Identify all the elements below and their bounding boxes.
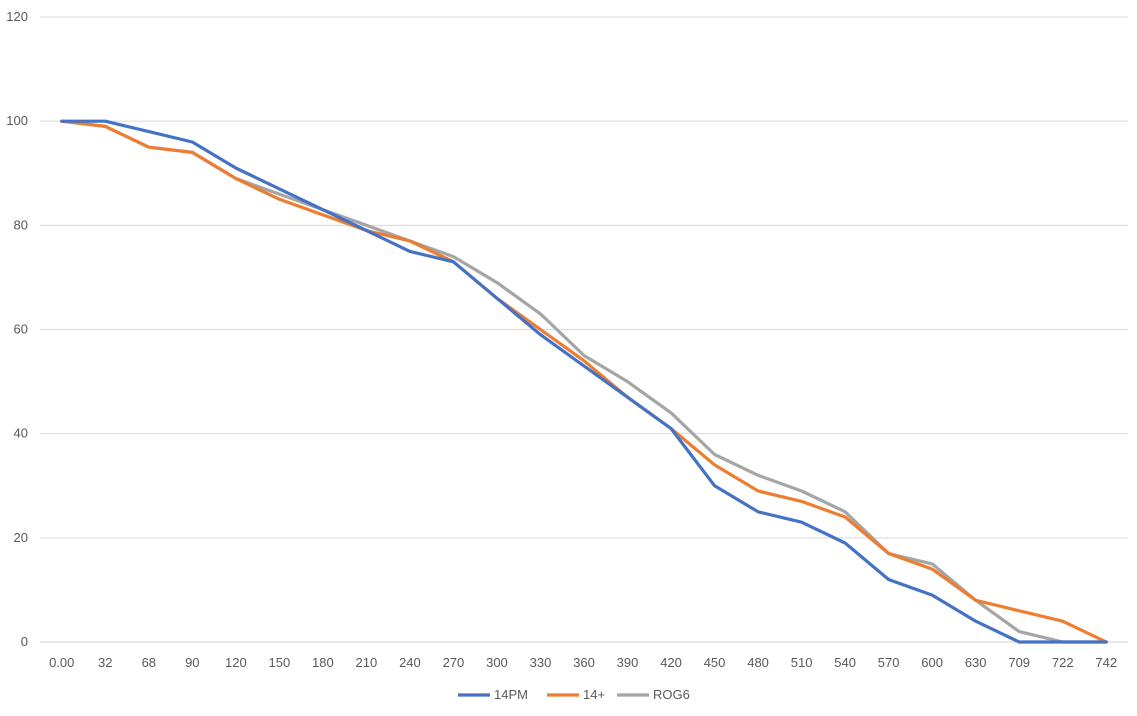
x-tick-label: 600 <box>921 655 943 670</box>
x-tick-label: 709 <box>1008 655 1030 670</box>
series-line-14pm <box>60 119 1108 644</box>
x-tick-label: 480 <box>747 655 769 670</box>
x-tick-label: 742 <box>1095 655 1117 670</box>
x-tick-label: 210 <box>356 655 378 670</box>
x-tick-label: 32 <box>98 655 112 670</box>
x-tick-label: 330 <box>530 655 552 670</box>
series-line-14- <box>60 119 1108 644</box>
x-tick-label: 120 <box>225 655 247 670</box>
series-line-rog6 <box>60 119 1108 644</box>
x-tick-label: 540 <box>834 655 856 670</box>
x-tick-label: 722 <box>1052 655 1074 670</box>
y-tick-label: 100 <box>6 113 28 128</box>
x-tick-label: 450 <box>704 655 726 670</box>
series-lines <box>60 119 1108 644</box>
x-tick-label: 270 <box>443 655 465 670</box>
legend-label: 14+ <box>583 687 605 702</box>
x-tick-label: 510 <box>791 655 813 670</box>
legend: 14PM 14+ ROG6 <box>458 687 690 702</box>
gridlines <box>40 16 1128 643</box>
y-tick-label: 120 <box>6 9 28 24</box>
x-tick-label: 570 <box>878 655 900 670</box>
legend-label: ROG6 <box>653 687 690 702</box>
x-tick-label: 390 <box>617 655 639 670</box>
x-tick-label: 90 <box>185 655 199 670</box>
x-axis-tick-labels: 0.00 32 68 90 120 150 180 210 240 270 300 330 360 390… <box>49 655 1117 670</box>
x-tick-label: 300 <box>486 655 508 670</box>
x-tick-label: 180 <box>312 655 334 670</box>
x-tick-label: 630 <box>965 655 987 670</box>
y-tick-label: 20 <box>14 530 28 545</box>
x-tick-label: 68 <box>142 655 156 670</box>
y-tick-label: 60 <box>14 322 28 337</box>
y-axis-tick-labels: 0 20 40 60 80 100 120 <box>6 9 28 649</box>
legend-label: 14PM <box>494 687 528 702</box>
x-tick-label: 360 <box>573 655 595 670</box>
y-tick-label: 0 <box>21 634 28 649</box>
x-tick-label: 150 <box>269 655 291 670</box>
y-tick-label: 80 <box>14 217 28 232</box>
x-tick-label: 420 <box>660 655 682 670</box>
x-tick-label: 240 <box>399 655 421 670</box>
y-tick-label: 40 <box>14 426 28 441</box>
x-tick-label: 0.00 <box>49 655 74 670</box>
